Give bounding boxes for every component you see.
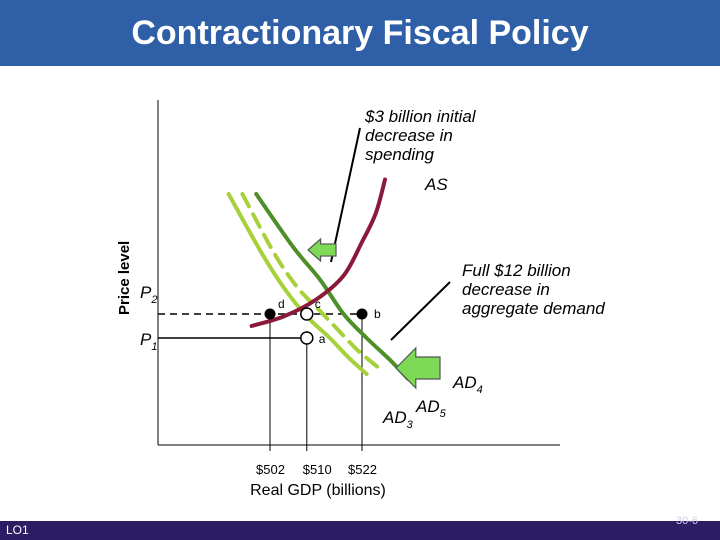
series-ad4-label: AD4 (452, 373, 483, 396)
annotation-spending-line: decrease in (365, 126, 453, 145)
y-axis-label: Price level (116, 241, 133, 315)
point-a (300, 331, 314, 345)
annotation-demand-line: Full $12 billion (462, 261, 571, 280)
spending-pointer-line (330, 127, 361, 263)
point-d (264, 308, 276, 320)
title-bar: Contractionary Fiscal Policy (0, 0, 720, 66)
left-arrow-icon (307, 237, 337, 263)
annotation-spending-line: $3 billion initial (364, 107, 477, 126)
x-tick-label: $502 (256, 462, 285, 477)
annotation-spending-line: spending (365, 145, 435, 164)
p1-tick-label: P1 (140, 330, 157, 353)
series-as-line (249, 177, 387, 328)
point-c (300, 307, 314, 321)
x-tick-label: $510 (303, 462, 332, 477)
series-ad3-line (226, 192, 369, 376)
series-ad5-label: AD5 (415, 397, 447, 420)
left-arrow-icon (395, 346, 441, 390)
point-a-label: a (319, 332, 326, 346)
point-b (356, 308, 368, 320)
footer-label: LO1 (6, 523, 29, 537)
point-c-label: c (315, 297, 321, 311)
series-ad5-line (240, 192, 383, 372)
x-tick-label: $522 (348, 462, 377, 477)
series-ad4-line (254, 192, 410, 381)
p2-tick-label: P2 (140, 283, 157, 306)
footer-bar: LO1 30-6 (0, 515, 720, 540)
annotation-demand-line: aggregate demand (462, 299, 605, 318)
point-d-label: d (278, 297, 285, 311)
page-title: Contractionary Fiscal Policy (131, 13, 589, 52)
annotation-demand-line: decrease in (462, 280, 550, 299)
page-number: 30-6 (675, 515, 698, 527)
point-b-label: b (374, 307, 381, 321)
series-as-label: AS (424, 175, 448, 194)
demand-pointer-line (390, 281, 451, 341)
series-ad3-label: AD3 (382, 408, 414, 431)
x-axis-label: Real GDP (billions) (250, 482, 386, 499)
